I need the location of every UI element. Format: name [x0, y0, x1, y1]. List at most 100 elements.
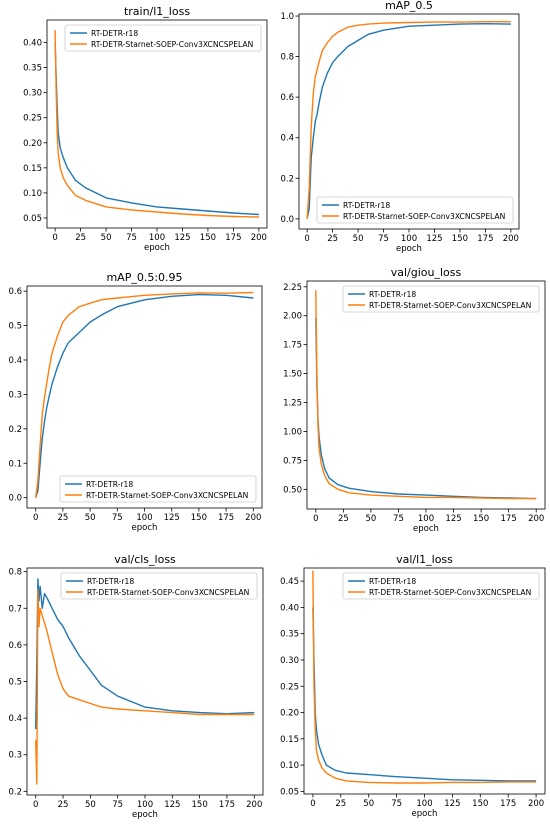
x-tick-label: 75 [378, 234, 389, 244]
x-tick-label: 0 [313, 514, 318, 524]
y-tick-label: 0.4 [280, 134, 294, 144]
legend: RT-DETR-r18 RT-DETR-Starnet-SOEP-Conv3XCN… [64, 24, 262, 52]
x-tick-label: 125 [426, 234, 442, 244]
y-tick-label: 0.50 [283, 485, 302, 495]
y-tick-label: 0.5 [8, 322, 22, 332]
series-line-1 [306, 23, 511, 220]
x-tick-label: 50 [363, 799, 374, 809]
y-tick-label: 0.0 [280, 215, 294, 225]
chart-title: mAP_0.5:0.95 [106, 271, 182, 284]
legend-label: RT-DETR-r18 [86, 480, 133, 489]
series-line-2 [35, 589, 255, 785]
x-axis-label: epoch [412, 809, 438, 819]
x-tick-label: 175 [219, 800, 235, 810]
x-tick-label: 175 [501, 514, 517, 524]
y-tick-label: 0.6 [8, 287, 22, 297]
y-tick-label: 1.75 [283, 341, 302, 351]
legend-label: RT-DETR-Starnet-SOEP-Conv3XCNCSPELAN [343, 212, 505, 221]
x-tick-label: 200 [528, 799, 544, 809]
y-tick-label: 0.05 [280, 787, 299, 797]
y-tick-label: 0.15 [280, 735, 299, 745]
legend-label: RT-DETR-Starnet-SOEP-Conv3XCNCSPELAN [369, 588, 531, 597]
x-tick-label: 100 [149, 233, 165, 243]
y-tick-label: 0.30 [23, 89, 42, 99]
plot-frame [26, 285, 263, 509]
legend: RT-DETR-r18 RT-DETR-Starnet-SOEP-Conv3XCN… [59, 475, 257, 503]
x-tick-label: 25 [335, 799, 346, 809]
x-tick-label: 50 [101, 233, 112, 243]
x-axis-label: epoch [144, 243, 170, 253]
plot-frame [46, 19, 268, 229]
legend-label: RT-DETR-r18 [87, 577, 134, 586]
x-tick-label: 150 [473, 514, 489, 524]
x-tick-label: 200 [251, 233, 267, 243]
y-tick-label: 0.75 [283, 456, 302, 466]
y-tick-label: 0.05 [23, 214, 42, 224]
y-tick-label: 1.0 [280, 12, 294, 22]
chart-3: mAP_0.5:0.95 0 25 50 75 100 125 150 175 200 0.0 0.1… [8, 271, 263, 533]
y-tick-label: 0.3 [8, 390, 22, 400]
chart-title: val/cls_loss [114, 553, 176, 566]
y-tick-label: 0.30 [280, 656, 299, 666]
legend-frame [59, 475, 257, 503]
series-line-2 [315, 290, 537, 500]
y-tick-label: 0.15 [23, 164, 42, 174]
x-tick-label: 25 [58, 800, 69, 810]
x-tick-label: 75 [126, 233, 137, 243]
series-line-1 [312, 607, 537, 782]
x-tick-label: 125 [164, 513, 180, 523]
series-line-2 [306, 21, 511, 219]
x-tick-label: 200 [528, 514, 544, 524]
y-tick-label: 0.10 [280, 761, 299, 771]
y-tick-label: 0.7 [8, 604, 22, 614]
legend-frame [342, 572, 540, 600]
x-tick-label: 100 [137, 800, 153, 810]
y-tick-label: 0.20 [280, 709, 299, 719]
plot-frame [306, 280, 546, 510]
x-tick-label: 50 [85, 513, 96, 523]
x-tick-label: 200 [245, 513, 261, 523]
legend-label: RT-DETR-Starnet-SOEP-Conv3XCNCSPELAN [86, 491, 248, 500]
y-tick-label: 0.8 [8, 568, 22, 578]
series-line-2 [312, 570, 537, 784]
legend: RT-DETR-r18 RT-DETR-Starnet-SOEP-Conv3XCN… [316, 196, 514, 224]
x-tick-label: 75 [391, 799, 402, 809]
y-tick-label: 0.4 [8, 714, 22, 724]
x-axis-label: epoch [413, 524, 439, 534]
chart-title: val/l1_loss [396, 553, 453, 566]
series-line-1 [35, 578, 255, 730]
y-tick-label: 0.2 [280, 174, 294, 184]
legend-label: RT-DETR-Starnet-SOEP-Conv3XCNCSPELAN [369, 301, 531, 310]
y-tick-label: 0.2 [8, 787, 22, 797]
legend-label: RT-DETR-Starnet-SOEP-Conv3XCNCSPELAN [91, 40, 253, 49]
y-tick-label: 0.8 [280, 53, 294, 63]
y-tick-label: 0.20 [23, 139, 42, 149]
y-tick-label: 0.10 [23, 189, 42, 199]
x-tick-label: 200 [503, 234, 519, 244]
legend: RT-DETR-r18 RT-DETR-Starnet-SOEP-Conv3XCN… [342, 572, 540, 600]
legend-frame [60, 572, 258, 600]
chart-5: val/cls_loss 0 25 50 75 100 125 150 175 200 0.2 0.3… [8, 553, 264, 820]
x-tick-label: 75 [393, 514, 404, 524]
legend-label: RT-DETR-r18 [369, 290, 416, 299]
y-tick-label: 0.45 [280, 577, 299, 587]
legend-label: RT-DETR-r18 [343, 201, 390, 210]
x-tick-label: 0 [33, 800, 38, 810]
legend: RT-DETR-r18 RT-DETR-Starnet-SOEP-Conv3XCN… [60, 572, 258, 600]
series-line-2 [35, 291, 254, 498]
x-tick-label: 0 [52, 233, 57, 243]
series-line-1 [54, 42, 259, 216]
y-tick-label: 0.1 [8, 459, 22, 469]
x-tick-label: 125 [445, 514, 461, 524]
legend: RT-DETR-r18 RT-DETR-Starnet-SOEP-Conv3XCN… [342, 285, 540, 313]
x-tick-label: 50 [353, 234, 364, 244]
x-tick-label: 100 [418, 514, 434, 524]
y-tick-label: 0.3 [8, 751, 22, 761]
x-tick-label: 150 [192, 800, 208, 810]
x-tick-label: 125 [444, 799, 460, 809]
series-line-1 [315, 317, 537, 500]
x-tick-label: 175 [225, 233, 241, 243]
legend-frame [64, 24, 262, 52]
y-tick-label: 0.40 [280, 603, 299, 613]
